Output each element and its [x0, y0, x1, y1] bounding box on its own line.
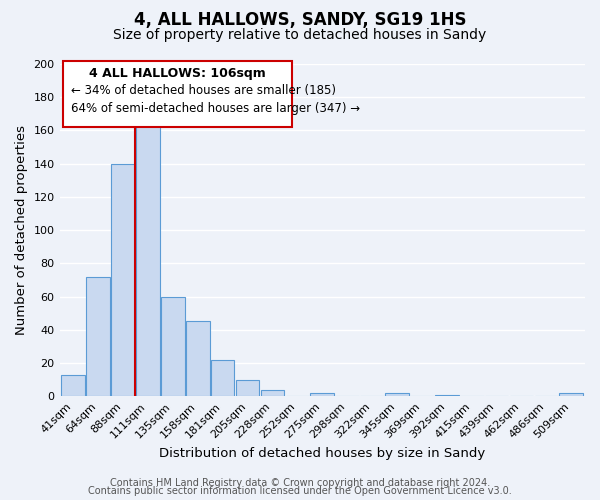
Bar [61, 374, 85, 396]
Bar [86, 276, 110, 396]
Text: 4, ALL HALLOWS, SANDY, SG19 1HS: 4, ALL HALLOWS, SANDY, SG19 1HS [134, 11, 466, 29]
Bar [211, 360, 235, 396]
X-axis label: Distribution of detached houses by size in Sandy: Distribution of detached houses by size … [159, 447, 485, 460]
Bar [385, 393, 409, 396]
Bar [136, 120, 160, 396]
Y-axis label: Number of detached properties: Number of detached properties [15, 125, 28, 335]
Bar [161, 296, 185, 396]
FancyBboxPatch shape [63, 60, 292, 127]
Text: Size of property relative to detached houses in Sandy: Size of property relative to detached ho… [113, 28, 487, 42]
Bar [559, 393, 583, 396]
Text: Contains public sector information licensed under the Open Government Licence v3: Contains public sector information licen… [88, 486, 512, 496]
Bar [111, 164, 135, 396]
Text: Contains HM Land Registry data © Crown copyright and database right 2024.: Contains HM Land Registry data © Crown c… [110, 478, 490, 488]
Text: ← 34% of detached houses are smaller (185): ← 34% of detached houses are smaller (18… [71, 84, 336, 97]
Bar [435, 394, 458, 396]
Bar [260, 390, 284, 396]
Text: 4 ALL HALLOWS: 106sqm: 4 ALL HALLOWS: 106sqm [89, 68, 266, 80]
Bar [186, 322, 209, 396]
Text: 64% of semi-detached houses are larger (347) →: 64% of semi-detached houses are larger (… [71, 102, 360, 115]
Bar [236, 380, 259, 396]
Bar [310, 393, 334, 396]
